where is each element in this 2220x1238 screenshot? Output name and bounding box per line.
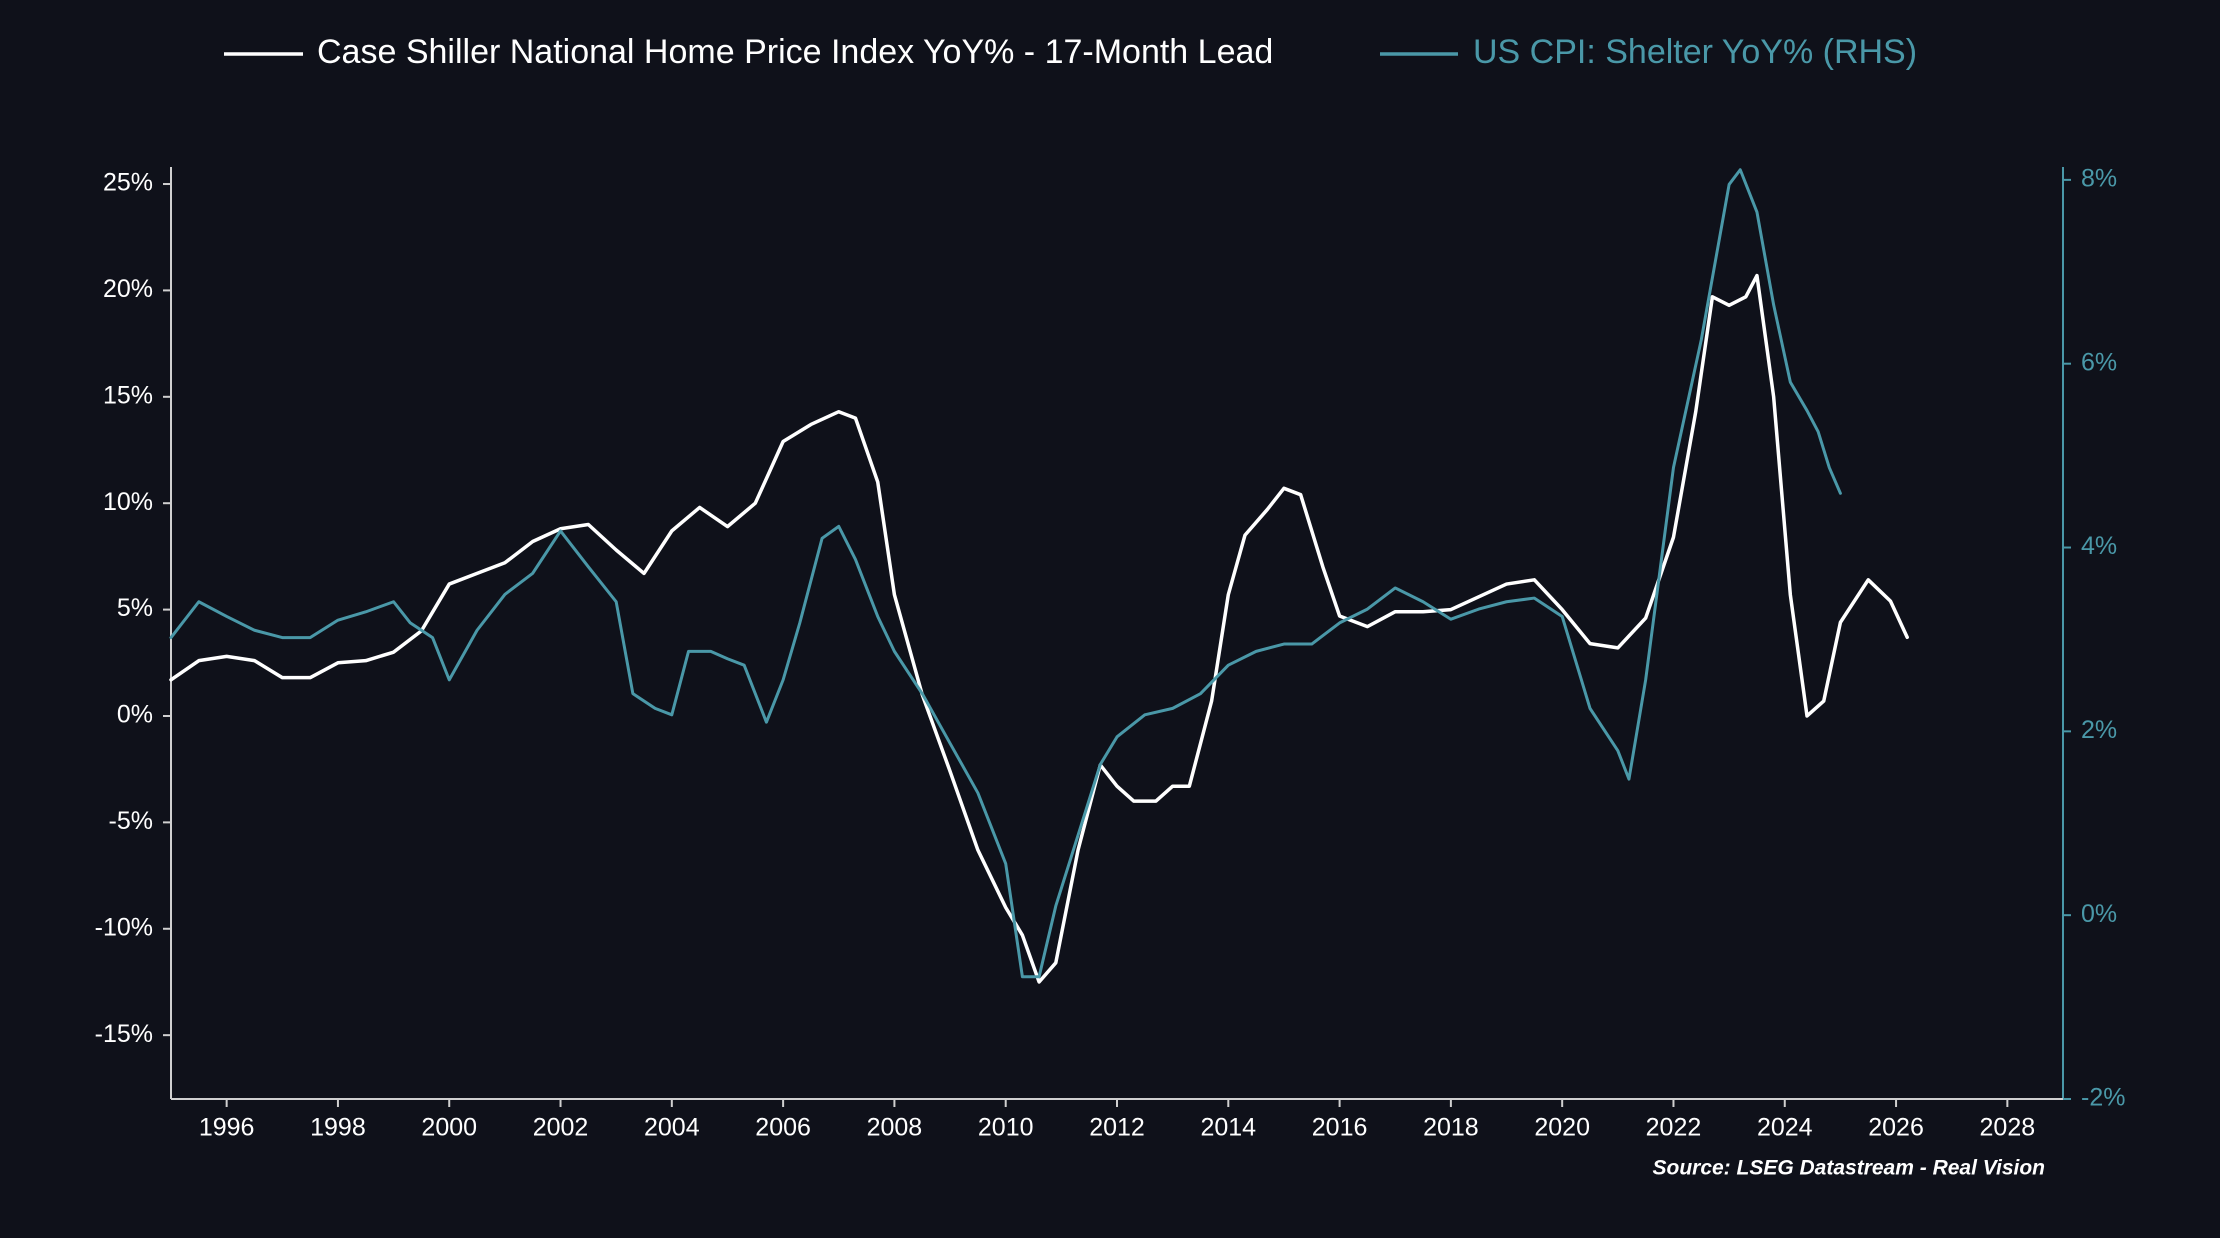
y-tick-label: 20%	[103, 275, 153, 303]
series-line	[169, 273, 1909, 984]
x-tick-label: 2028	[1980, 1114, 2036, 1142]
y2-tick-label: 4%	[2081, 532, 2117, 560]
y-tick-label: -15%	[95, 1020, 153, 1048]
y-tick-label: 15%	[103, 381, 153, 409]
legend-label: Case Shiller National Home Price Index Y…	[317, 33, 1273, 71]
y-tick-label: -10%	[95, 913, 153, 941]
x-tick-label: 2012	[1089, 1114, 1145, 1142]
series-line	[169, 168, 1842, 979]
x-tick-label: 2006	[755, 1114, 811, 1142]
x-tick-label: 2010	[978, 1114, 1034, 1142]
x-tick-label: 1996	[199, 1114, 255, 1142]
y-tick-label: 10%	[103, 488, 153, 516]
y-tick-label: 25%	[103, 169, 153, 197]
legend-label: US CPI: Shelter YoY% (RHS)	[1473, 33, 1917, 71]
x-tick-label: 2004	[644, 1114, 700, 1142]
x-tick-label: 2024	[1757, 1114, 1813, 1142]
y2-tick-label: 6%	[2081, 348, 2117, 376]
x-tick-label: 2022	[1646, 1114, 1702, 1142]
y2-tick-label: 8%	[2081, 164, 2117, 192]
y-tick-label: 0%	[117, 701, 153, 729]
x-tick-label: 2002	[533, 1114, 589, 1142]
x-tick-label: 2018	[1423, 1114, 1479, 1142]
x-tick-label: 2014	[1200, 1114, 1256, 1142]
y2-tick-label: -2%	[2081, 1084, 2125, 1112]
x-tick-label: 2008	[867, 1114, 923, 1142]
y-tick-label: -5%	[109, 807, 153, 835]
y2-tick-label: 0%	[2081, 900, 2117, 928]
x-tick-label: 2020	[1534, 1114, 1590, 1142]
x-tick-label: 2000	[421, 1114, 477, 1142]
x-tick-label: 2016	[1312, 1114, 1368, 1142]
x-tick-label: 2026	[1868, 1114, 1924, 1142]
x-tick-label: 1998	[310, 1114, 366, 1142]
source-note: Source: LSEG Datastream - Real Vision	[1652, 1157, 2045, 1180]
y2-tick-label: 2%	[2081, 716, 2117, 744]
y-tick-label: 5%	[117, 594, 153, 622]
